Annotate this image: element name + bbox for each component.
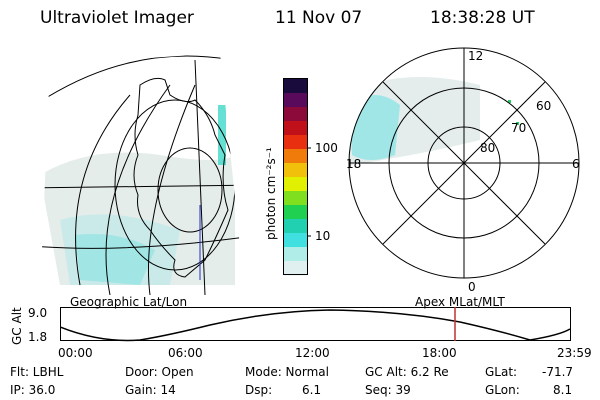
- glat-label: GLat:: [485, 365, 518, 379]
- colorbar-band: [284, 191, 307, 206]
- image-date: 11 Nov 07: [275, 8, 363, 28]
- polar-map-label: Apex MLat/MLT: [415, 295, 505, 309]
- time-tick-0000: 00:00: [58, 346, 93, 360]
- altitude-axis-label: GC Alt: [10, 307, 24, 345]
- colorbar-tick-100: 100: [315, 141, 338, 155]
- colorbar-band: [284, 247, 307, 262]
- colorbar-band: [284, 93, 307, 108]
- glon-label: GLon:: [485, 383, 520, 397]
- dsp-label: Dsp:: [245, 383, 273, 397]
- door-readout: Door: Open: [125, 365, 194, 379]
- time-tick-2359: 23:59: [557, 346, 592, 360]
- colorbar-tick-10: 10: [315, 229, 331, 243]
- colorbar-unit-label: photon cm⁻²s⁻¹: [264, 147, 278, 240]
- filter-readout: Flt: LBHL: [10, 365, 64, 379]
- colorbar-band: [284, 205, 307, 220]
- altitude-tick-9: 9.0: [28, 306, 48, 320]
- altitude-plot: [60, 307, 571, 342]
- colorbar: [283, 78, 311, 276]
- glon-value: 8.1: [553, 383, 573, 397]
- mlt-label-12: 12: [468, 49, 483, 63]
- colorbar-band: [284, 135, 307, 150]
- mlt-label-0: 0: [468, 280, 476, 294]
- colorbar-band: [284, 261, 307, 276]
- geo-map-label: Geographic Lat/Lon: [70, 295, 188, 309]
- colorbar-band: [284, 79, 307, 94]
- colorbar-band: [284, 121, 307, 136]
- seq-readout: Seq: 39: [365, 383, 411, 397]
- gc-alt-readout: GC Alt: 6.2 Re: [365, 365, 449, 379]
- glat-value: -71.7: [542, 365, 574, 379]
- colorbar-band: [284, 149, 307, 164]
- colorbar-band: [284, 233, 307, 248]
- colorbar-band: [284, 219, 307, 234]
- altitude-tick-1-8: 1.8: [28, 330, 48, 344]
- gain-readout: Gain: 14: [125, 383, 176, 397]
- dsp-value: 6.1: [302, 383, 322, 397]
- mlat-label-70: 70: [511, 121, 526, 135]
- colorbar-band: [284, 107, 307, 122]
- ip-readout: IP: 36.0: [10, 383, 56, 397]
- mlt-label-18: 18: [346, 157, 361, 171]
- mlt-label-6: 6: [572, 157, 580, 171]
- colorbar-band: [284, 177, 307, 192]
- mlat-label-60: 60: [536, 99, 551, 113]
- instrument-title: Ultraviolet Imager: [40, 8, 194, 28]
- colorbar-band: [284, 163, 307, 178]
- time-tick-1800: 18:00: [422, 346, 457, 360]
- time-tick-0600: 06:00: [168, 346, 203, 360]
- image-time: 18:38:28 UT: [430, 8, 535, 28]
- mlat-label-80: 80: [480, 141, 495, 155]
- polar-map: 12 18 6 0 60 70 80: [346, 47, 580, 294]
- time-tick-1200: 12:00: [295, 346, 330, 360]
- mode-readout: Mode: Normal: [245, 365, 329, 379]
- geographic-map: [40, 55, 245, 295]
